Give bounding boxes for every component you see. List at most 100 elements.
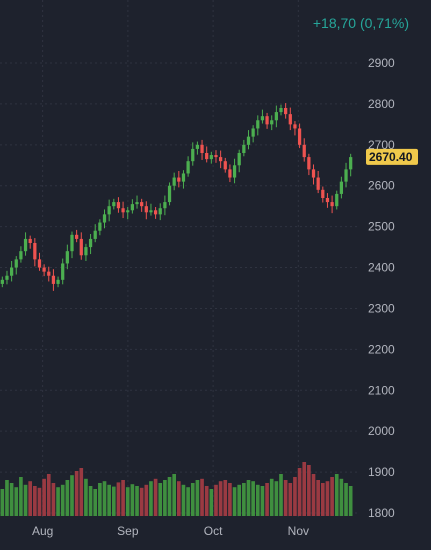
y-tick-label: 2400 (368, 261, 395, 275)
volume-bar (130, 484, 135, 516)
candle-body (191, 148, 195, 162)
candle-body (209, 155, 213, 160)
price-tag-background (366, 148, 418, 165)
candle-body (307, 157, 311, 170)
volume-bar (42, 478, 46, 516)
change-percent-label: +18,70 (0,71%) (312, 15, 409, 31)
volume-bar (316, 480, 320, 516)
candle-body (37, 259, 42, 268)
candle-body (284, 108, 288, 115)
volume-bar (218, 481, 223, 516)
candle-body (302, 144, 306, 158)
volume-bar (260, 486, 265, 516)
candle-body (23, 238, 28, 252)
volume-bar (121, 480, 125, 516)
candle-body (5, 275, 9, 280)
candle-body (330, 202, 334, 207)
volume-bar (0, 489, 5, 516)
volume-bar (144, 484, 149, 516)
volume-bar (330, 477, 334, 516)
volume-bar (214, 484, 218, 516)
price-tag-label: 2670.40 (369, 150, 413, 164)
volume-bar (190, 483, 195, 516)
volume-bar (125, 487, 130, 516)
candle-body (130, 204, 135, 211)
volume-bar (186, 487, 190, 516)
candle-body (0, 279, 4, 284)
volume-bar (232, 487, 237, 516)
volume-bar (228, 483, 232, 516)
y-tick-label: 2600 (368, 179, 395, 193)
volume-bar (116, 482, 121, 516)
candle-body (325, 198, 330, 203)
candle-body (98, 222, 102, 231)
candle-body (107, 206, 111, 215)
y-axis: 2900 2800 2700 2600 2500 2400 2300 2200 2100 2000… (368, 56, 395, 520)
candle-body (186, 161, 190, 174)
candle-body (167, 185, 172, 203)
volume-bar (288, 483, 293, 516)
price-tag: 2670.40 (366, 148, 418, 165)
volume-bar (107, 484, 111, 516)
volume-bar (28, 481, 33, 516)
y-tick-label: 2700 (368, 138, 395, 152)
volume-bar (172, 474, 176, 516)
volume-bar (23, 484, 28, 516)
candle-body (149, 210, 153, 213)
volume-bar (181, 484, 186, 516)
y-tick-label: 2500 (368, 220, 395, 234)
candle-body (153, 210, 158, 215)
x-axis: Aug Sep Oct Nov (32, 524, 309, 538)
candle-body (335, 193, 339, 207)
volume-bar (246, 480, 251, 516)
candle-body (177, 177, 181, 182)
candle-body (135, 202, 139, 205)
y-tick-label: 2800 (368, 97, 395, 111)
candle-body (163, 202, 167, 209)
candle-body (242, 144, 246, 153)
candle-body (270, 120, 274, 125)
candle-body (297, 128, 302, 145)
volume-bar (79, 468, 84, 516)
volume-bar (56, 487, 60, 516)
volume-bar (242, 483, 246, 516)
volume-bar (139, 487, 144, 516)
candle-body (237, 153, 241, 166)
volume-bar (348, 486, 353, 516)
candle-body (251, 128, 255, 137)
candle-body (116, 202, 121, 209)
volume-bar (339, 478, 344, 516)
volume-bar (163, 480, 167, 516)
volume-bar (223, 480, 228, 516)
candle-body (19, 251, 23, 260)
candle-body (47, 271, 51, 276)
volume-bar (98, 483, 102, 516)
volume-bar (255, 484, 260, 516)
candle-body (288, 114, 292, 125)
grid (0, 0, 358, 518)
candle-body (51, 275, 56, 284)
volume-bar (102, 481, 107, 516)
candle-body (274, 112, 278, 121)
candle-body (14, 259, 18, 268)
volume-bar (334, 474, 339, 516)
candle-body (228, 169, 232, 178)
volume-bar (65, 480, 70, 516)
volume-bar (293, 477, 297, 516)
y-tick-label: 1900 (368, 465, 395, 479)
volume-bar (195, 480, 200, 516)
volume-bar (302, 462, 307, 516)
candle-body (102, 214, 107, 223)
volume-bar (51, 483, 56, 516)
candle-body (144, 206, 148, 213)
candle-body (205, 153, 209, 160)
volume-bar (204, 486, 209, 516)
volume-bar (269, 478, 274, 516)
volume-bar (60, 484, 65, 516)
y-tick-label: 2900 (368, 56, 395, 70)
volume-bar (311, 474, 316, 516)
candle-body (42, 267, 46, 272)
volume-bar (9, 483, 14, 516)
